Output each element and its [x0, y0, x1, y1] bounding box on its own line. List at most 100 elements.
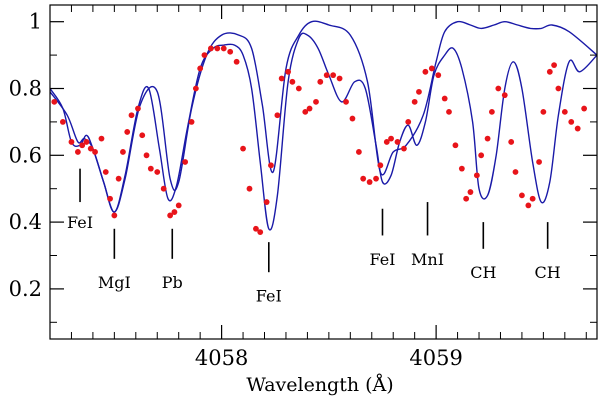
observed-point	[182, 159, 189, 165]
observed-point	[428, 65, 435, 72]
y-tick-label: 0.2	[9, 277, 42, 301]
observed-point	[139, 132, 146, 139]
observed-point	[79, 142, 86, 149]
observed-point	[160, 185, 167, 192]
observed-point	[111, 212, 118, 219]
observed-point	[74, 149, 81, 155]
observed-point	[555, 85, 562, 92]
y-tick-label: 1	[29, 10, 42, 34]
x-tick-label: 4058	[195, 346, 248, 370]
observed-point	[478, 152, 485, 159]
observed-point	[197, 65, 204, 72]
observed-point	[467, 189, 474, 195]
annotation-label: Pb	[162, 273, 183, 292]
observed-point	[360, 175, 367, 182]
observed-point	[317, 78, 324, 85]
plot-frame	[49, 4, 598, 340]
observed-point	[416, 88, 422, 95]
observed-point	[285, 68, 292, 75]
observed-point	[207, 45, 214, 52]
observed-point	[154, 169, 161, 175]
y-tick-label: 0.8	[9, 77, 42, 101]
observed-point	[240, 145, 246, 152]
observed-point	[253, 225, 259, 232]
annotation-label: MgI	[98, 273, 131, 292]
observed-point	[167, 212, 174, 219]
observed-point	[143, 152, 150, 159]
observed-point	[330, 72, 337, 79]
observed-point	[452, 142, 459, 149]
annotation-label: FeI	[369, 250, 395, 269]
observed-point	[83, 139, 90, 145]
observed-point	[529, 195, 536, 202]
y-tick-label: 0.6	[9, 143, 42, 167]
observed-point	[51, 98, 58, 105]
model-2-line	[50, 32, 597, 231]
annotation-label: CH	[470, 263, 496, 282]
observed-point	[446, 108, 452, 115]
observed-point	[278, 75, 285, 82]
observed-point	[501, 92, 508, 99]
observed-point	[120, 149, 126, 155]
observed-point	[463, 195, 470, 202]
observed-point	[135, 105, 141, 112]
observed-point	[107, 195, 113, 202]
observed-point	[274, 112, 281, 119]
observed-point	[124, 129, 131, 135]
observed-point	[488, 108, 495, 115]
observed-point	[302, 108, 309, 115]
observed-point	[508, 139, 515, 145]
annotation-label: CH	[535, 263, 561, 282]
observed-point	[441, 95, 448, 102]
observed-point	[268, 162, 274, 169]
observed-point	[512, 169, 519, 175]
observed-point	[147, 165, 154, 172]
observed-point	[388, 135, 394, 142]
observed-point	[192, 85, 199, 92]
observed-point	[263, 199, 270, 205]
observed-point	[536, 159, 542, 165]
observed-point	[171, 209, 178, 215]
observed-point	[87, 145, 94, 152]
observed-point	[377, 162, 384, 169]
observed-point	[435, 72, 442, 79]
observed-point	[383, 139, 390, 145]
observed-point	[227, 48, 234, 55]
observed-point	[323, 72, 330, 79]
observed-point	[188, 119, 195, 125]
observed-point	[405, 119, 412, 125]
x-tick-label: 4059	[409, 346, 462, 370]
observed-point	[59, 119, 66, 125]
observed-point	[98, 135, 105, 142]
observed-point	[458, 165, 465, 172]
observed-point	[525, 202, 532, 209]
observed-point	[313, 98, 319, 105]
observed-point	[336, 75, 343, 82]
observed-point	[401, 145, 407, 152]
observed-point	[581, 105, 588, 112]
annotation-label: FeI	[67, 213, 93, 232]
observed-point	[422, 68, 429, 75]
observed-point	[484, 135, 491, 142]
observed-point	[540, 108, 547, 115]
observed-point	[128, 112, 135, 119]
observed-point	[546, 68, 553, 75]
observed-point	[102, 169, 109, 175]
observed-point	[411, 98, 418, 105]
observed-point	[495, 85, 502, 92]
observed-point	[366, 179, 373, 185]
observed-point	[257, 229, 264, 236]
observed-point	[551, 62, 557, 69]
annotation-label: MnI	[411, 250, 444, 269]
observed-point	[68, 139, 75, 145]
observed-point	[373, 175, 379, 182]
x-axis-label: Wavelength (Å)	[246, 374, 393, 396]
observed-point	[473, 172, 480, 179]
annotation-label: FeI	[256, 287, 282, 306]
observed-point	[233, 58, 240, 65]
observed-point	[568, 119, 575, 125]
observed-point	[115, 175, 122, 182]
observed-point	[92, 149, 98, 155]
y-tick-label: 0.4	[9, 210, 42, 234]
